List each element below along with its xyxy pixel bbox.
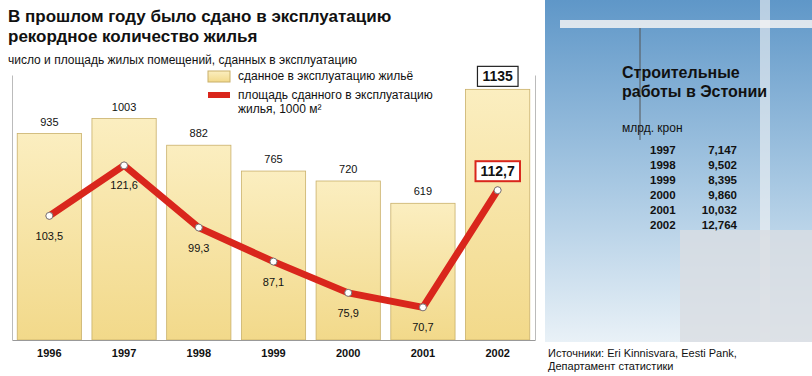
data-label-group: 103,5	[36, 230, 64, 242]
data-label: 103,5	[36, 230, 64, 242]
table-year: 2001	[650, 204, 676, 216]
x-tick-label: 2000	[336, 347, 360, 359]
bar	[466, 89, 530, 340]
table-value: 9,502	[708, 159, 737, 171]
point	[419, 304, 426, 311]
x-tick: 1999	[261, 340, 285, 359]
legend-swatch	[208, 71, 230, 82]
data-label-group: 882	[190, 127, 208, 139]
data-label: 87,1	[263, 276, 284, 288]
data-label-group: 765	[264, 153, 282, 165]
data-label-group: 99,3	[188, 242, 209, 254]
table-value: 10,032	[702, 204, 737, 216]
text-line: В прошлом году было сдано в эксплуатацию	[8, 7, 396, 26]
x-tick: 1997	[112, 340, 136, 359]
point	[121, 162, 128, 169]
subtitle: число и площадь жилых помещений, сданных…	[8, 53, 357, 67]
table-year: 1997	[650, 144, 676, 156]
point	[46, 212, 53, 219]
text-line: жилья, 1000 м²	[238, 102, 321, 116]
x-axis: 1996 1997 1998 1999 2000 2001 2002	[13, 340, 536, 359]
data-label-box	[476, 161, 520, 181]
y2-axis	[535, 76, 536, 341]
text-line: площадь сданного в эксплуатацию	[238, 88, 436, 102]
data-label-box	[477, 66, 518, 86]
data-label: 121,6	[110, 179, 138, 191]
table-value: 7,147	[708, 144, 737, 156]
x-tick-label: 1999	[261, 347, 285, 359]
text-line: сданное в эксплуатацию жильё	[238, 69, 414, 83]
data-label-group: 935	[40, 116, 58, 128]
table-year: 2002	[650, 219, 676, 231]
y2-axis-line	[535, 76, 536, 341]
table-value: 8,395	[708, 174, 737, 186]
x-tick-label: 2001	[411, 347, 435, 359]
text-line: Департамент статистики	[548, 360, 674, 372]
point	[345, 289, 352, 296]
data-label-group: 70,7	[412, 321, 433, 333]
y-axis	[12, 76, 13, 341]
data-label: 112,7	[481, 163, 515, 179]
data-label: 935	[40, 116, 58, 128]
text-line: Строительные	[622, 64, 744, 81]
data-label: 765	[264, 153, 282, 165]
side-panel-background	[545, 0, 812, 342]
data-label-group: 720	[339, 163, 357, 175]
data-label: 70,7	[412, 321, 433, 333]
data-label-group: 619	[414, 185, 432, 197]
x-tick: 2001	[411, 340, 435, 359]
source: Источники: Eri Kinnisvara, Eesti Pank, Д…	[548, 347, 740, 372]
table-value: 12,764	[702, 219, 738, 231]
x-tick-label: 2002	[485, 347, 509, 359]
data-label: 1003	[112, 101, 136, 113]
data-label: 1135	[482, 68, 513, 84]
x-tick-label: 1997	[112, 347, 136, 359]
data-label: 619	[414, 185, 432, 197]
x-tick: 1996	[37, 340, 61, 359]
data-label: 75,9	[338, 307, 359, 319]
bar	[241, 171, 305, 340]
bar	[316, 181, 380, 340]
point	[494, 187, 501, 194]
data-label-group: 87,1	[263, 276, 284, 288]
decoration	[560, 0, 812, 342]
data-label-group: 1003	[112, 101, 136, 113]
x-tick-label: 1998	[187, 347, 211, 359]
text-line: Источники: Eri Kinnisvara, Eesti Pank,	[548, 347, 740, 359]
x-tick-label: 1996	[37, 347, 61, 359]
side-panel-unit: млрд. крон	[622, 121, 683, 135]
line	[49, 165, 497, 307]
point	[195, 224, 202, 231]
data-label-group: 112,7	[476, 161, 520, 181]
table-year: 1999	[650, 174, 676, 186]
bar	[17, 134, 81, 340]
text-line: рекордное количество жилья	[8, 27, 257, 46]
data-label: 99,3	[188, 242, 209, 254]
data-label: 882	[190, 127, 208, 139]
table-value: 9,860	[708, 189, 737, 201]
chart: Строительные работы в Эстонии млрд. крон 1…	[0, 0, 812, 376]
legend-label: площадь сданного в эксплуатацию жилья, 1…	[238, 88, 436, 116]
bar	[92, 119, 156, 340]
data-label-group: 121,6	[110, 179, 138, 191]
x-tick: 2000	[336, 340, 360, 359]
bar	[167, 145, 231, 340]
data-label: 720	[339, 163, 357, 175]
x-tick: 2002	[485, 340, 509, 359]
legend: сданное в эксплуатацию жильё площадь сдан…	[208, 69, 436, 116]
point	[270, 258, 277, 265]
y-axis-line	[12, 76, 13, 341]
table-year: 2000	[650, 189, 676, 201]
text-line: работы в Эстонии	[622, 83, 767, 100]
side-panel-title: Строительные работы в Эстонии	[622, 64, 767, 100]
x-axis-line	[13, 340, 536, 341]
legend-label: сданное в эксплуатацию жильё	[238, 69, 414, 83]
legend-swatch	[208, 92, 230, 98]
data-label-group: 1135	[477, 66, 518, 86]
x-tick: 1998	[187, 340, 211, 359]
table-year: 1998	[650, 159, 676, 171]
plot-area	[17, 89, 530, 340]
title: В прошлом году было сдано в эксплуатацию…	[8, 7, 396, 46]
data-label-group: 75,9	[338, 307, 359, 319]
